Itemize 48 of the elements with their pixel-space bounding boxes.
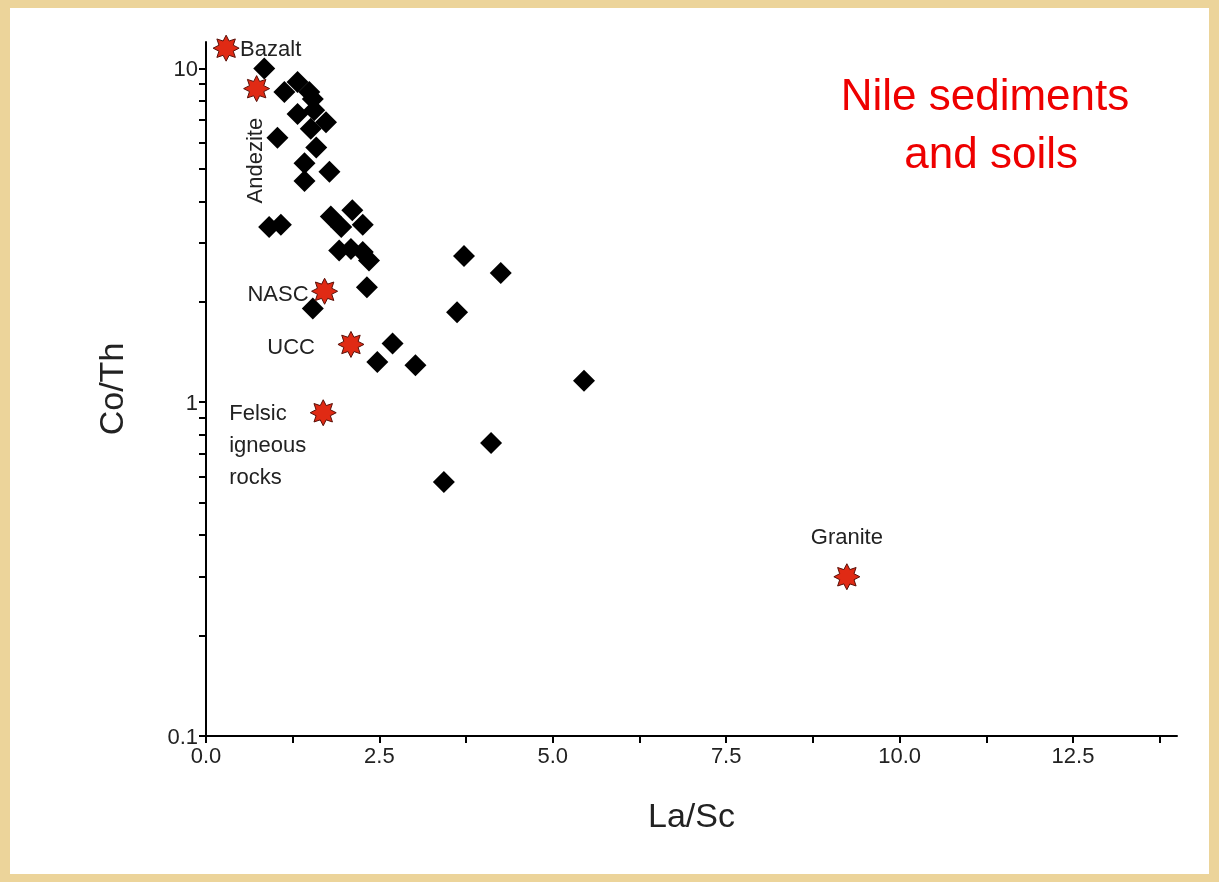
point bbox=[351, 213, 374, 236]
point bbox=[309, 399, 337, 427]
point bbox=[293, 170, 316, 192]
point bbox=[314, 111, 337, 134]
point bbox=[293, 152, 316, 175]
point bbox=[432, 470, 455, 493]
point bbox=[305, 136, 328, 159]
point bbox=[446, 301, 469, 324]
annotation: Felsic igneous rocks bbox=[229, 400, 307, 490]
point bbox=[299, 117, 322, 140]
point bbox=[480, 431, 503, 454]
point bbox=[337, 330, 365, 358]
point bbox=[341, 199, 364, 222]
point bbox=[319, 205, 342, 228]
point bbox=[366, 350, 389, 373]
y-tick-label: 1 bbox=[185, 389, 198, 415]
point bbox=[273, 80, 296, 103]
point bbox=[266, 126, 289, 149]
point bbox=[318, 160, 341, 183]
x-tick-label: 10.0 bbox=[878, 742, 921, 768]
point bbox=[212, 34, 240, 62]
x-axis-title: La/Sc bbox=[648, 796, 735, 834]
x-tick-label: 7.5 bbox=[710, 742, 742, 768]
point bbox=[453, 245, 476, 268]
point bbox=[833, 563, 861, 591]
annotation: Granite bbox=[810, 524, 883, 550]
point bbox=[330, 215, 353, 238]
text: Nile sediments and soils bbox=[840, 69, 1130, 177]
point bbox=[355, 276, 378, 299]
point bbox=[381, 332, 404, 355]
point bbox=[286, 103, 309, 126]
x-tick-label: 2.5 bbox=[364, 742, 395, 768]
point bbox=[573, 369, 595, 392]
y-tick-label: 0.1 bbox=[167, 723, 198, 749]
x-tick-label: 5.0 bbox=[537, 742, 569, 768]
point bbox=[311, 277, 339, 305]
annotation: Andezite bbox=[242, 117, 268, 204]
point bbox=[489, 261, 512, 284]
point bbox=[286, 71, 309, 94]
point bbox=[243, 75, 271, 103]
annotation: NASC bbox=[247, 280, 309, 306]
point bbox=[253, 57, 276, 80]
y-tick-label: 10 bbox=[173, 55, 198, 81]
y-axis-title: Co/Th bbox=[92, 342, 130, 436]
x-tick-label: 12.5 bbox=[1051, 742, 1095, 768]
point bbox=[404, 354, 427, 377]
annotation: Bazalt bbox=[240, 35, 302, 61]
annotation: UCC bbox=[267, 333, 316, 359]
